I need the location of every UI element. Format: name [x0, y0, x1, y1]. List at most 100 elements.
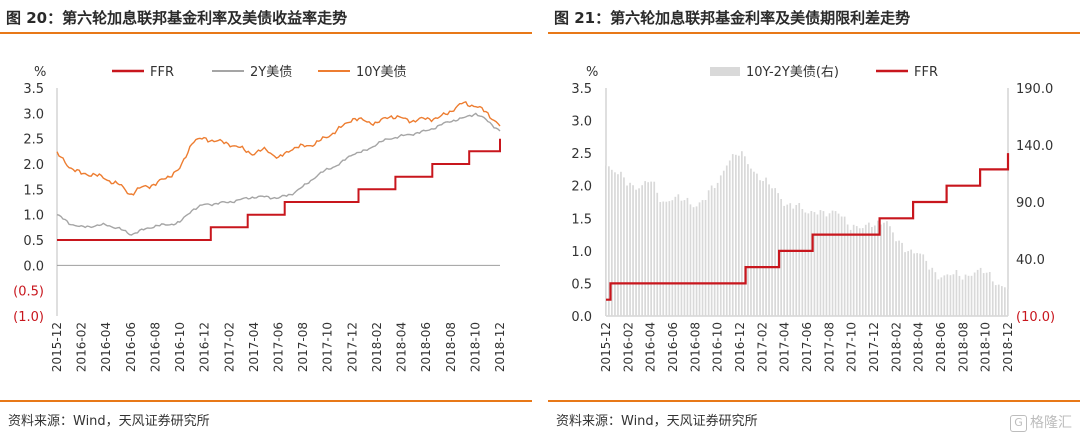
- left-title-bar: 图 20：第六轮加息联邦基金利率及美债收益率走势: [0, 4, 532, 34]
- spread-bar: [967, 275, 970, 316]
- spread-bar: [656, 192, 659, 316]
- left-x-tick-label: 2018-02: [370, 322, 384, 372]
- spread-bar: [837, 213, 840, 316]
- left-y-tick-label: 1.0: [23, 209, 44, 224]
- spread-bar: [852, 224, 855, 316]
- watermark-text: 格隆汇: [1030, 415, 1072, 431]
- spread-bar: [807, 213, 810, 316]
- left-chart-title: 图 20：第六轮加息联邦基金利率及美债收益率走势: [6, 9, 348, 27]
- spread-bar: [997, 284, 1000, 316]
- spread-bar: [843, 216, 846, 316]
- spread-bar: [701, 200, 704, 316]
- right-left-y-tick-label: 3.0: [571, 115, 592, 130]
- spread-bar: [674, 196, 677, 316]
- right-title-bar: 图 21：第六轮加息联邦基金利率及美债期限利差走势: [548, 4, 1080, 34]
- right-x-tick-label: 2016-12: [733, 322, 747, 372]
- spread-bar: [840, 216, 843, 316]
- spread-bar: [979, 267, 982, 316]
- spread-bar: [973, 272, 976, 316]
- right-right-y-tick-label: (10.0): [1016, 310, 1055, 325]
- spread-bar: [970, 275, 973, 316]
- right-right-y-tick-label: 40.0: [1016, 253, 1045, 268]
- spread-bar: [931, 267, 934, 316]
- left-x-tick-label: 2016-04: [99, 322, 113, 372]
- spread-bar: [713, 188, 716, 316]
- spread-bar: [641, 185, 643, 316]
- right-x-tick-label: 2018-12: [1001, 322, 1015, 372]
- spread-bar: [804, 212, 807, 316]
- spread-bar: [919, 253, 921, 316]
- series-ffr-step-line: [57, 138, 501, 241]
- spread-bar: [994, 285, 997, 316]
- spread-bar: [880, 224, 882, 316]
- left-y-tick-label: 3.0: [23, 107, 44, 122]
- left-x-tick-label: 2016-02: [75, 322, 89, 372]
- spread-bar: [774, 188, 776, 316]
- spread-bar: [716, 182, 719, 316]
- left-x-tick-label: 2018-04: [395, 322, 409, 372]
- spread-bar: [925, 260, 928, 316]
- spread-bar: [934, 272, 937, 316]
- spread-bar: [861, 228, 864, 316]
- spread-bar: [768, 184, 770, 316]
- spread-bar: [889, 226, 891, 316]
- spread-bar: [904, 252, 906, 316]
- spread-bar: [783, 205, 785, 316]
- left-x-tick-label: 2018-10: [468, 322, 482, 372]
- spread-bar: [680, 200, 683, 316]
- right-x-tick-label: 2016-04: [644, 322, 658, 372]
- right-x-tick-label: 2017-10: [845, 322, 859, 372]
- right-legend-label: FFR: [914, 65, 938, 80]
- spread-bar: [765, 177, 767, 316]
- right-right-y-tick-label: 140.0: [1016, 139, 1053, 154]
- right-chart-svg: % 3.5 3.0 2.5 2.0 1.5 1.0 0.5 0.0 190.0 140.0 90.0 4…: [571, 65, 1055, 372]
- spread-bar: [1007, 289, 1009, 316]
- spread-bar: [928, 269, 931, 316]
- right-x-tick-label: 2017-06: [800, 322, 814, 372]
- spread-bar: [662, 201, 665, 316]
- right-x-tick-label: 2016-10: [711, 322, 725, 372]
- spread-bar: [834, 211, 837, 316]
- spread-bar: [686, 197, 689, 316]
- right-x-tick-label: 2017-04: [778, 322, 792, 372]
- right-right-y-tick-label: 90.0: [1016, 196, 1045, 211]
- series-ffr-step-line: [606, 153, 1010, 301]
- spread-bar: [883, 222, 885, 316]
- spread-bar: [786, 204, 789, 316]
- spread-bar: [698, 202, 701, 316]
- left-legend-label: FFR: [150, 65, 174, 80]
- left-y-tick-label: 2.0: [23, 158, 44, 173]
- spread-bar: [877, 220, 879, 316]
- spread-bar: [792, 208, 795, 316]
- right-footer-divider: [548, 400, 1080, 402]
- spread-bar: [620, 171, 622, 316]
- spread-bar: [822, 211, 825, 316]
- spread-bar: [719, 175, 722, 316]
- spread-bar: [982, 273, 985, 316]
- left-y-tick-label: 0.5: [23, 234, 44, 249]
- spread-bar: [731, 154, 734, 316]
- spread-bar: [623, 177, 625, 316]
- spread-bar: [964, 274, 967, 316]
- spread-bar: [813, 212, 816, 316]
- spread-bar: [671, 200, 674, 316]
- left-y-tick-label: 3.5: [23, 82, 44, 97]
- spread-bar: [629, 182, 631, 316]
- watermark: G 格隆汇: [1010, 412, 1072, 432]
- spread-bar: [608, 166, 610, 316]
- spread-bar: [846, 224, 849, 316]
- spread-bar: [710, 185, 713, 316]
- spread-bar: [789, 203, 792, 316]
- right-chart-title: 图 21：第六轮加息联邦基金利率及美债期限利差走势: [554, 9, 911, 27]
- right-chart-panel: 图 21：第六轮加息联邦基金利率及美债期限利差走势 % 3.5 3.0 2.5 2.0 1…: [548, 0, 1080, 440]
- spread-bar: [864, 224, 867, 316]
- spread-bar: [946, 274, 949, 316]
- left-x-tick-label: 2016-06: [124, 322, 138, 372]
- left-y-tick-label: 2.5: [23, 133, 44, 148]
- right-x-tick-label: 2017-12: [867, 322, 881, 372]
- left-y-tick-label: (1.0): [13, 310, 44, 325]
- spread-bar: [991, 281, 994, 316]
- right-legend-label: 10Y-2Y美债(右): [746, 65, 839, 80]
- right-source-note: 资料来源：Wind，天风证券研究所: [556, 414, 758, 429]
- spread-bar: [756, 173, 758, 316]
